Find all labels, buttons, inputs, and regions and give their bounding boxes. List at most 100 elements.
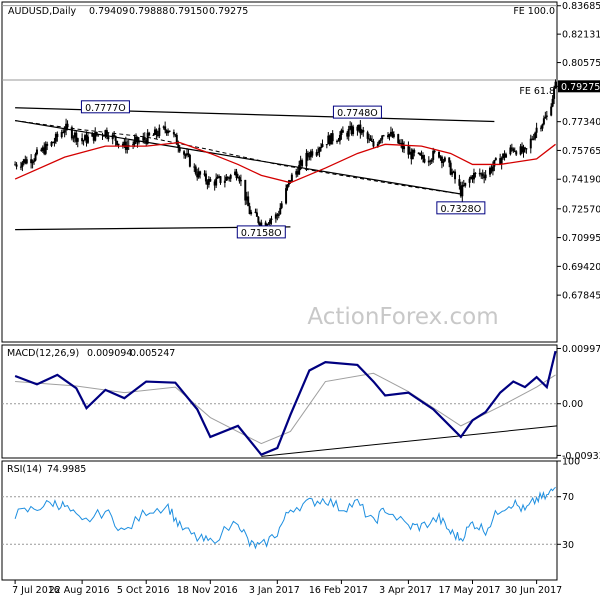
- date-tick-label: 5 Oct 2016: [117, 585, 170, 596]
- candle-body: [277, 214, 280, 216]
- candle-body: [168, 130, 171, 133]
- candle-body: [308, 156, 311, 158]
- candle-body: [137, 140, 140, 143]
- rsi-tick-label: 70: [562, 492, 574, 503]
- candle-body: [541, 124, 544, 129]
- candle-body: [183, 151, 186, 155]
- candle-body: [51, 141, 54, 144]
- candle-body: [413, 149, 416, 153]
- candle-body: [433, 150, 436, 152]
- candle-body: [357, 124, 360, 131]
- candle-body: [545, 115, 548, 117]
- high-value: 0.79888: [129, 6, 168, 17]
- price-tick-label: 0.74190: [562, 175, 600, 186]
- rsi-title: RSI(14): [7, 464, 42, 475]
- candle-body: [443, 157, 446, 162]
- price-annotation-label: 0.7748O: [337, 108, 378, 119]
- date-tick-label: 22 Aug 2016: [49, 585, 110, 596]
- candle-body: [197, 171, 200, 178]
- candle-body: [136, 136, 139, 143]
- candle-body: [438, 151, 441, 158]
- candle-body: [114, 135, 117, 141]
- candle-body: [503, 153, 506, 158]
- candle-body: [480, 173, 483, 175]
- price-tick-label: 0.72570: [562, 204, 600, 215]
- fe100-label: FE 100.0: [513, 6, 555, 17]
- candle-body: [553, 88, 556, 99]
- candle-body: [347, 129, 350, 137]
- candle-body: [401, 142, 404, 150]
- close-value: 0.79275: [209, 6, 248, 17]
- price-annotation-box: [80, 100, 130, 114]
- candle-body: [104, 130, 107, 137]
- candle-body: [369, 138, 372, 141]
- macd-line: [14, 350, 557, 457]
- date-tick-label: 30 Jun 2017: [505, 585, 562, 596]
- candle-body: [381, 135, 384, 140]
- candle-body: [50, 141, 53, 146]
- current-price-label: 0.79275: [561, 82, 600, 93]
- candle-body: [481, 173, 484, 177]
- candle-body: [408, 151, 411, 155]
- candle-body: [63, 130, 66, 133]
- candle-body: [432, 150, 435, 160]
- candle-body: [113, 134, 116, 136]
- candle-body: [204, 173, 207, 182]
- candle-body: [318, 148, 321, 152]
- candle-body: [266, 224, 269, 226]
- candle-body: [229, 175, 232, 179]
- candle-body: [502, 153, 505, 159]
- candle-body: [525, 148, 528, 150]
- candle-body: [371, 140, 373, 142]
- candle-body: [471, 176, 474, 180]
- candle-body: [84, 135, 87, 141]
- candle-body: [280, 203, 283, 208]
- candle-body: [285, 188, 288, 204]
- candle-body: [274, 214, 277, 219]
- rsi-line: [14, 486, 556, 550]
- candle-body: [468, 178, 471, 183]
- candle-body: [123, 141, 126, 146]
- candle-body: [321, 144, 324, 148]
- candle-body: [315, 152, 318, 156]
- candle-body: [194, 166, 197, 174]
- candle-body: [472, 172, 475, 180]
- macd-title: MACD(12,26,9): [7, 348, 79, 359]
- candle-body: [523, 147, 526, 149]
- candle-body: [311, 151, 314, 156]
- candle-body: [494, 158, 497, 161]
- candle-body: [340, 130, 343, 135]
- candle-body: [153, 129, 156, 135]
- candle-body: [306, 152, 309, 157]
- candle-body: [338, 134, 341, 141]
- candle-body: [440, 156, 443, 164]
- date-tick-label: 16 Feb 2017: [309, 585, 368, 596]
- candle-body: [25, 159, 28, 164]
- macd-value-1: 0.009094: [87, 348, 132, 359]
- candle-body: [107, 136, 110, 140]
- candle-body: [196, 173, 199, 178]
- macd-panel: [1, 344, 558, 459]
- candle-body: [298, 165, 301, 175]
- date-tick-label: 3 Jan 2017: [249, 585, 300, 596]
- candle-body: [158, 127, 161, 136]
- candle-body: [111, 134, 114, 140]
- price-tick-label: 0.69420: [562, 262, 600, 273]
- candle-body: [420, 155, 423, 157]
- candle-body: [554, 81, 557, 89]
- candle-body: [143, 137, 146, 140]
- candle-body: [54, 133, 57, 142]
- candle-body: [121, 143, 124, 146]
- candle-body: [366, 132, 369, 139]
- candle-body: [421, 155, 424, 159]
- candle-body: [193, 166, 196, 168]
- candle-body: [30, 159, 33, 164]
- candle-body: [255, 212, 258, 217]
- candle-body: [207, 179, 210, 185]
- candle-body: [389, 131, 392, 135]
- candle-body: [484, 174, 487, 179]
- candle-body: [41, 147, 44, 151]
- candle-body: [410, 151, 413, 160]
- candle-body: [33, 160, 36, 162]
